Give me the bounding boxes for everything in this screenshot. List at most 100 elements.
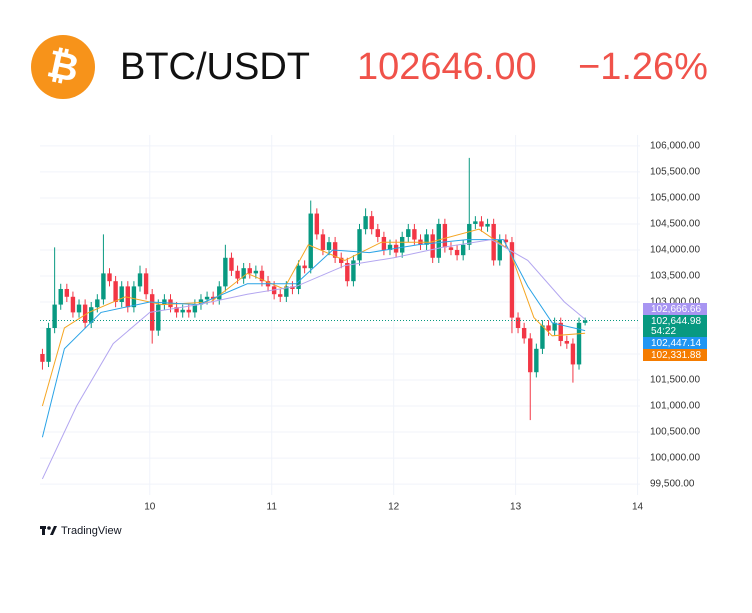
candle-body [180,309,185,313]
candle-body [217,286,222,300]
candle-body [89,307,94,323]
x-tick-label: 11 [267,502,278,513]
candle-body [503,239,509,243]
candle-body [552,322,557,331]
candle-body [82,304,88,323]
candle-body [156,304,161,331]
candle-body [479,221,484,227]
candle-body [582,320,588,323]
candle-body [460,244,466,256]
candle-body [162,299,167,305]
candle-body [125,286,131,308]
y-tick-label: 100,500.00 [650,427,700,438]
candle-body [284,286,289,297]
candle-body [399,236,405,253]
y-tick-label: 105,500.00 [650,167,700,178]
candle-body [259,270,265,282]
candle-body [351,260,356,282]
candle-body [192,304,198,313]
candle-body [46,328,51,362]
candle-body [576,322,582,365]
candle-body [223,257,228,287]
x-tick-label: 10 [144,502,156,513]
y-tick-label: 101,000.00 [650,401,700,412]
candle-body [345,262,350,282]
price-tag-label: 102,666.66 [651,304,701,315]
candle-body [107,273,112,282]
candle-body [497,239,502,261]
price-tag [643,349,707,361]
candle-body [52,304,57,329]
candle-body [198,299,204,305]
candle-body [40,354,45,362]
symbol: BTC/USDT [120,46,310,88]
candle-body [320,234,326,250]
candle-body [363,216,368,230]
x-tick-label: 14 [632,502,644,513]
candle-body [564,341,570,344]
candle-body [528,338,533,373]
candle-body [174,307,179,313]
y-tick-label: 103,500.00 [650,271,700,282]
change: −1.26% [578,46,708,88]
candle-body [424,234,429,245]
candle-body [113,281,118,302]
candle-body [369,216,374,230]
candle-body [412,229,417,240]
candle-body [76,304,82,313]
y-tick-label: 100,000.00 [650,453,700,464]
candle-body [314,213,320,235]
candle-body [570,343,576,365]
price-tag-label: 102,447.14 [651,338,701,349]
x-tick-label: 12 [388,502,400,513]
candle-body [515,317,521,329]
y-tick-label: 101,500.00 [650,375,700,386]
candle-body [235,270,240,279]
candle-body [101,273,106,300]
candle-body [454,249,460,256]
y-tick-label: 105,000.00 [650,193,700,204]
tv-logo [40,526,57,535]
candle-body [534,348,539,373]
moving-average [41,239,586,480]
y-tick-label: 104,500.00 [650,219,700,230]
price-tag [643,337,707,349]
candle-body [229,257,234,271]
candle-body [204,296,210,300]
plot: 99,500.00 100,000.00 100,500.00 101,000.00 1… [40,135,707,513]
candle-body [137,273,143,287]
candle-body [436,223,441,258]
candle-body [253,270,259,274]
candle-body [131,286,137,308]
price-tag-label: 102,331.88 [651,350,701,361]
candle-body [70,296,76,313]
y-tick-label: 99,500.00 [650,479,695,490]
candle-body [119,286,124,302]
candle-body [375,229,381,237]
candle-body [442,223,448,248]
candle-body [308,213,313,269]
candle-body [290,286,295,289]
candle-body [95,299,100,308]
candle-body [296,265,301,289]
candle-body [247,268,252,274]
price-tag-label: 102,644.98 [651,316,701,327]
candle-body [387,244,393,250]
candle-body [326,242,332,250]
candle-body [406,229,411,237]
candle-body [491,223,496,261]
candle-body [339,257,344,263]
moving-average [41,228,586,407]
price: 102646.00 [357,46,537,88]
candle-body [546,325,551,331]
candle-body [540,325,545,349]
candle-body [143,273,149,295]
candle-body [58,288,63,305]
moving-average [41,239,586,438]
candle-body [521,328,527,339]
candle-body [302,265,307,269]
y-tick-label: 103,000.00 [650,297,700,308]
candle-body [241,268,246,279]
y-tick-label: 106,000.00 [650,141,700,152]
